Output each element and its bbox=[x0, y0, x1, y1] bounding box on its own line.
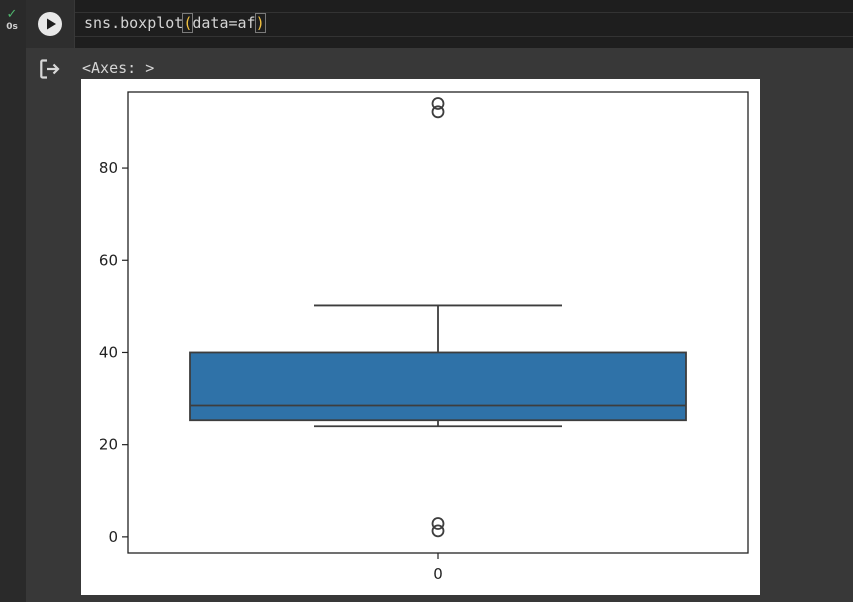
outlier-point bbox=[431, 105, 445, 119]
boxplot-chart: 0 20 40 60 80 0 bbox=[99, 91, 749, 583]
box-iqr bbox=[189, 351, 687, 422]
execution-time: 0s bbox=[6, 22, 18, 32]
y-tick-label: 60 bbox=[99, 251, 118, 269]
open-paren: ( bbox=[182, 13, 194, 33]
code-argument: data=af bbox=[192, 14, 256, 32]
editor-rule bbox=[75, 12, 853, 13]
code-line[interactable]: sns.boxplot(data=af) bbox=[84, 13, 266, 33]
y-tick-label: 0 bbox=[108, 528, 118, 546]
y-tick-label: 80 bbox=[99, 159, 118, 177]
y-tick-label: 40 bbox=[99, 343, 118, 361]
run-cell-button[interactable] bbox=[38, 12, 62, 36]
outlier-point bbox=[431, 517, 445, 530]
outlier-point bbox=[431, 97, 445, 110]
outlier-point bbox=[431, 524, 445, 538]
code-editor[interactable]: sns.boxplot(data=af) bbox=[75, 0, 853, 48]
output-actions-icon[interactable] bbox=[38, 57, 62, 81]
x-tick-label: 0 bbox=[433, 565, 443, 583]
cell-gutter: ✓ 0s bbox=[0, 0, 26, 602]
y-tick-label: 20 bbox=[99, 436, 118, 454]
close-paren: ) bbox=[254, 13, 266, 33]
execution-status: ✓ 0s bbox=[0, 8, 24, 32]
boxplot-figure: 0 20 40 60 80 0 bbox=[81, 79, 760, 595]
play-icon bbox=[47, 18, 56, 30]
code-text: sns.boxplot bbox=[84, 14, 184, 32]
output-text: <Axes: > bbox=[82, 59, 155, 77]
check-icon: ✓ bbox=[6, 7, 18, 22]
editor-rule bbox=[75, 36, 853, 37]
run-column bbox=[26, 0, 74, 48]
